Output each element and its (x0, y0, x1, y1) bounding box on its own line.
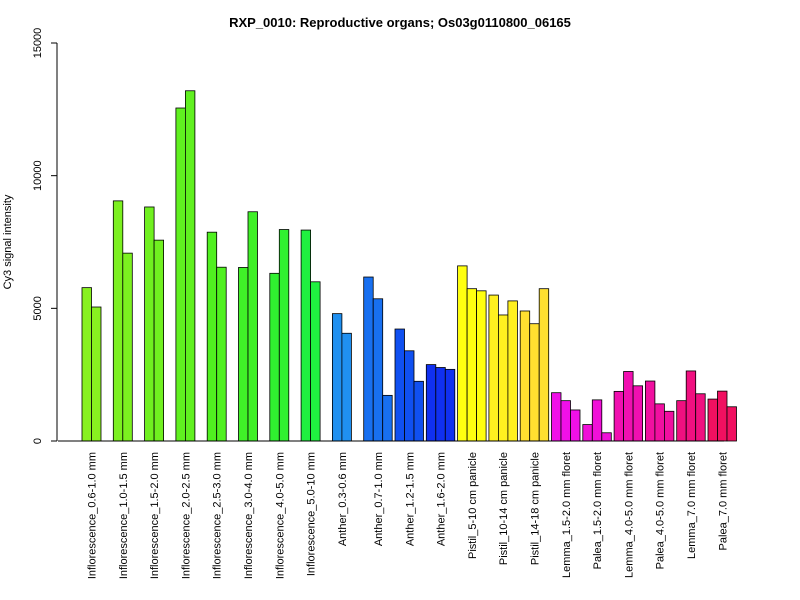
x-tick-label: Anther_1.2-1.5 mm (404, 452, 416, 546)
bar (310, 281, 321, 442)
bar (601, 432, 612, 442)
bar (466, 288, 478, 442)
y-tick-label: 0 (32, 438, 44, 444)
bar (363, 276, 374, 442)
bar (457, 265, 468, 442)
bar (676, 400, 687, 442)
x-tick-label: Anther_0.3-0.6 mm (337, 452, 349, 546)
bar (519, 310, 531, 442)
bar (184, 90, 196, 442)
bar (591, 399, 603, 442)
bar (476, 290, 487, 442)
bar (331, 313, 343, 442)
bars-group (81, 90, 737, 442)
x-tick-label: Inflorescence_3.0-4.0 mm (243, 452, 255, 579)
bar (717, 390, 728, 442)
bar (570, 409, 581, 442)
bar (382, 394, 393, 442)
bar (707, 398, 718, 442)
bar (341, 332, 352, 442)
bar (488, 294, 499, 442)
x-tick-label: Anther_1.6-2.0 mm (436, 452, 448, 546)
chart-title: RXP_0010: Reproductive organs; Os03g0110… (229, 15, 571, 30)
x-tick-label: Palea_4.0-5.0 mm floret (655, 452, 667, 569)
x-tick-label: Pistil_14-18 cm panicle (529, 452, 541, 565)
bar (529, 323, 540, 442)
bar (372, 298, 384, 442)
x-tick-label: Anther_0.7-1.0 mm (373, 452, 385, 546)
bar (247, 211, 258, 442)
bar (122, 252, 133, 442)
bar (404, 350, 415, 442)
y-axis: 0 5000 10000 15000 (32, 28, 58, 444)
bar (444, 368, 456, 442)
bar (394, 328, 405, 442)
bar (695, 393, 706, 442)
bar (206, 231, 218, 442)
y-axis-label: Cy3 signal intensity (2, 194, 14, 289)
bar (654, 403, 665, 442)
bar (153, 239, 165, 442)
x-tick-label: Lemma_4.0-5.0 mm floret (623, 452, 635, 578)
x-tick-label: Inflorescence_1.0-1.5 mm (118, 452, 130, 579)
bar (269, 272, 280, 442)
bar (425, 364, 437, 442)
bar (645, 380, 656, 442)
x-tick-label: Inflorescence_2.5-3.0 mm (212, 452, 224, 579)
bar (216, 266, 227, 442)
bar (685, 370, 697, 442)
bar (664, 410, 675, 442)
x-tick-label: Palea_1.5-2.0 mm floret (592, 452, 604, 569)
x-tick-labels: Inflorescence_0.6-1.0 mm Inflorescence_1.… (87, 452, 730, 579)
bar (81, 287, 92, 442)
bar (238, 267, 249, 442)
x-tick-label: Pistil_10-14 cm panicle (498, 452, 510, 565)
bar (582, 424, 593, 442)
x-tick-label: Inflorescence_4.0-5.0 mm (274, 452, 286, 579)
bar (613, 390, 624, 442)
bar (175, 107, 186, 442)
bar (435, 367, 446, 442)
bar (413, 380, 424, 442)
bar (497, 314, 509, 442)
bar (726, 406, 737, 442)
x-tick-label: Palea_7.0 mm floret (717, 452, 729, 550)
x-tick-label: Inflorescence_0.6-1.0 mm (87, 452, 99, 579)
bar (278, 229, 290, 442)
y-tick-label: 5000 (32, 296, 44, 320)
x-tick-label: Lemma_7.0 mm floret (686, 452, 698, 559)
bar (300, 229, 312, 442)
bar (507, 300, 518, 442)
bar (144, 206, 155, 442)
bar (538, 288, 550, 442)
bar (91, 306, 102, 442)
bar (551, 392, 562, 442)
x-tick-label: Lemma_1.5-2.0 mm floret (561, 452, 573, 578)
bar (560, 400, 571, 442)
x-tick-label: Inflorescence_5.0-10 mm (306, 452, 318, 576)
y-tick-label: 15000 (32, 28, 44, 59)
x-tick-label: Inflorescence_1.5-2.0 mm (149, 452, 161, 579)
x-tick-label: Pistil_5-10 cm panicle (467, 452, 479, 559)
bar (632, 385, 643, 442)
x-tick-label: Inflorescence_2.0-2.5 mm (180, 452, 192, 579)
bar (623, 371, 634, 442)
bar (112, 200, 124, 442)
y-tick-label: 10000 (32, 160, 44, 191)
